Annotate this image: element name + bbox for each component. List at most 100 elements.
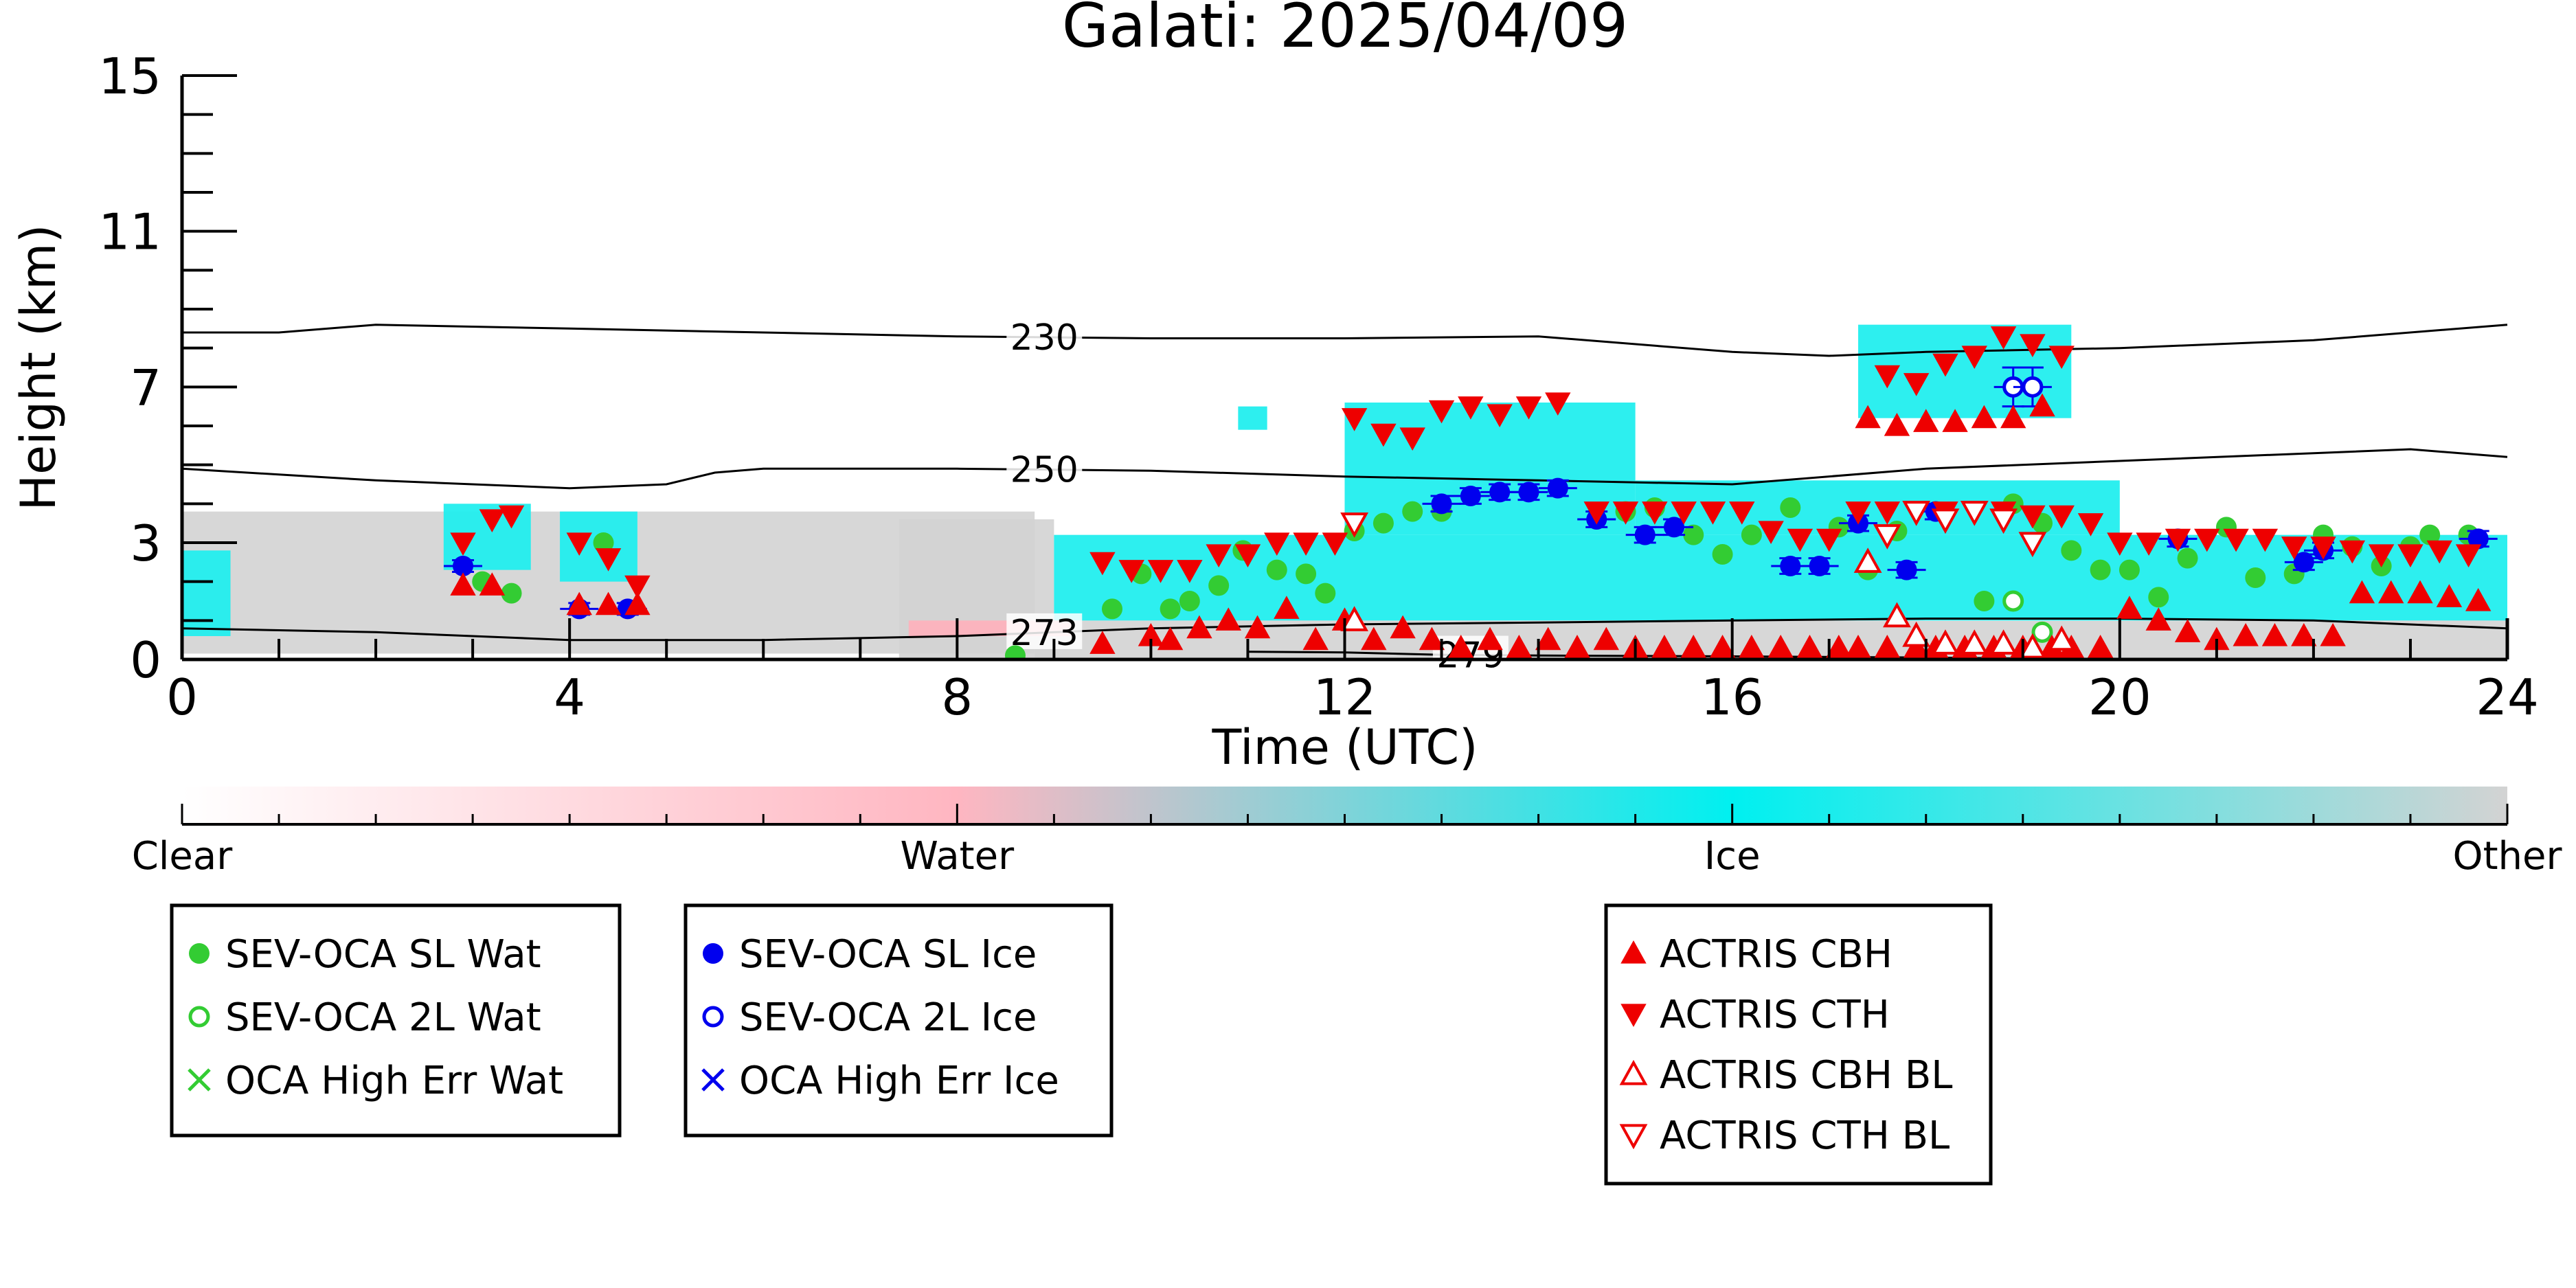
point-sev-oca-sl-ice — [2467, 528, 2489, 550]
point-actris-cth — [1341, 408, 1368, 431]
point-actris-cbh — [2465, 587, 2492, 611]
point-actris-cth — [1428, 400, 1455, 424]
point-actris-cbh — [1089, 631, 1116, 654]
legend-marker — [703, 943, 723, 964]
point-sev-oca-sl-wat — [1004, 645, 1026, 659]
point-actris-cbh-bl — [2047, 625, 2076, 651]
point-sev-oca-sl-wat — [593, 532, 614, 553]
point-actris-cth — [2339, 540, 2366, 564]
point-actris-cth — [1671, 501, 1697, 525]
series-actris-cbh-bl — [1340, 547, 2076, 659]
point-actris-cth — [566, 532, 592, 556]
point-actris-cbh-bl — [1989, 629, 2018, 655]
point-actris-cbh — [2029, 393, 2055, 417]
point-actris-cbh — [2145, 607, 2171, 631]
point-actris-cth — [1787, 528, 1814, 552]
point-sev-oca-sl-ice — [1634, 524, 1656, 545]
point-actris-cth — [2048, 505, 2075, 529]
point-actris-cth — [1458, 396, 1484, 420]
point-actris-cbh — [624, 591, 651, 615]
point-sev-oca-sl-ice — [1431, 493, 1452, 515]
point-sev-oca-sl-wat — [2245, 567, 2266, 588]
point-sev-oca-sl-wat — [1712, 544, 1733, 565]
point-actris-cth — [2252, 528, 2279, 552]
point-actris-cbh — [2407, 580, 2433, 604]
point-actris-cth — [479, 509, 506, 533]
point-sev-oca-sl-wat — [1780, 497, 1801, 518]
y-tick-label: 11 — [98, 203, 161, 261]
point-actris-cbh — [566, 591, 592, 615]
point-actris-cbh — [1215, 607, 1241, 631]
point-actris-cth — [1370, 423, 1397, 447]
point-sev-oca-sl-ice — [1489, 482, 1511, 503]
point-actris-cbh — [1535, 626, 1561, 651]
legend-marker — [1620, 1004, 1647, 1028]
point-actris-cth — [2165, 528, 2191, 552]
y-tick-label: 15 — [98, 47, 161, 105]
legend-water-box — [170, 903, 622, 1138]
point-actris-cth-bl — [1340, 512, 1369, 538]
point-actris-cbh — [2116, 596, 2143, 619]
point-actris-cth — [1177, 560, 1203, 583]
legend-marker — [188, 1068, 211, 1092]
point-actris-cth — [2426, 540, 2452, 564]
point-actris-cth — [2107, 532, 2133, 556]
point-actris-cbh — [2320, 622, 2346, 646]
point-actris-cth — [2048, 346, 2075, 370]
x-axis-label: Time (UTC) — [1212, 719, 1478, 776]
point-actris-cth — [2136, 532, 2162, 556]
colorbar-ticks — [181, 804, 2509, 824]
legend-actris-box — [1604, 903, 1993, 1186]
point-actris-cth-bl — [2018, 532, 2047, 558]
x-tick-label: 8 — [941, 668, 973, 726]
point-sev-oca-2l-ice — [2022, 376, 2044, 398]
point-sev-oca-sl-ice — [1664, 517, 1685, 538]
point-sev-oca-sl-wat — [1372, 512, 1394, 534]
legend-label: SEV-OCA 2L Ice — [739, 995, 1037, 1040]
point-actris-cth — [1903, 373, 1930, 396]
point-actris-cbh — [1913, 409, 1939, 432]
legend-marker — [1619, 1059, 1648, 1085]
point-actris-cth — [1874, 365, 1901, 389]
point-actris-cth — [1399, 427, 1425, 451]
point-actris-cth — [1515, 396, 1542, 420]
x-tick-label: 20 — [2088, 668, 2151, 726]
point-actris-cbh — [1884, 412, 1910, 436]
point-actris-cbh — [1419, 626, 1445, 651]
point-actris-cth — [2020, 334, 2046, 358]
point-actris-cbh — [2261, 622, 2288, 646]
point-actris-cbh — [1506, 634, 1533, 658]
point-actris-cth — [1147, 560, 1174, 583]
series-actris-cth-bl — [1340, 501, 2047, 558]
point-actris-cbh — [1971, 405, 1998, 429]
colorbar-label-other: Other — [2452, 834, 2562, 879]
point-actris-cth — [2397, 544, 2424, 568]
point-actris-cth — [1487, 404, 1513, 428]
point-actris-cth — [450, 532, 476, 556]
point-actris-cth — [1234, 544, 1261, 568]
point-actris-cth — [1816, 528, 1842, 552]
x-tick-label: 16 — [1701, 668, 1764, 726]
isotherm-label-bg — [1006, 317, 1083, 354]
legend-water: SEV-OCA SL Wat SEV-OCA 2L Wat OCA High Err… — [170, 903, 622, 1138]
point-actris-cbh-bl — [1902, 621, 1931, 647]
point-actris-cth — [1845, 501, 1871, 525]
legend-label: SEV-OCA SL Wat — [225, 932, 541, 977]
point-actris-cth — [1758, 521, 1784, 545]
point-actris-cth — [1642, 501, 1668, 525]
point-actris-cth — [2223, 528, 2249, 552]
point-actris-cbh — [2436, 584, 2463, 607]
point-actris-cbh — [1361, 626, 1387, 651]
point-sev-oca-sl-wat — [1266, 559, 1287, 580]
point-sev-oca-sl-ice — [1809, 556, 1830, 576]
point-actris-cbh — [1390, 615, 1416, 639]
point-sev-oca-sl-wat — [1402, 501, 1423, 522]
point-actris-cth-bl — [1931, 508, 1960, 534]
series-layer — [444, 326, 2498, 659]
legend-marker — [1619, 1124, 1648, 1150]
point-actris-cbh — [1855, 405, 1881, 429]
y-axis-label: Height (km) — [10, 225, 67, 511]
series-sev-oca-2l-ice — [1993, 366, 2052, 408]
point-actris-cth — [498, 505, 525, 529]
legend-label: ACTRIS CBH BL — [1660, 1053, 1952, 1098]
